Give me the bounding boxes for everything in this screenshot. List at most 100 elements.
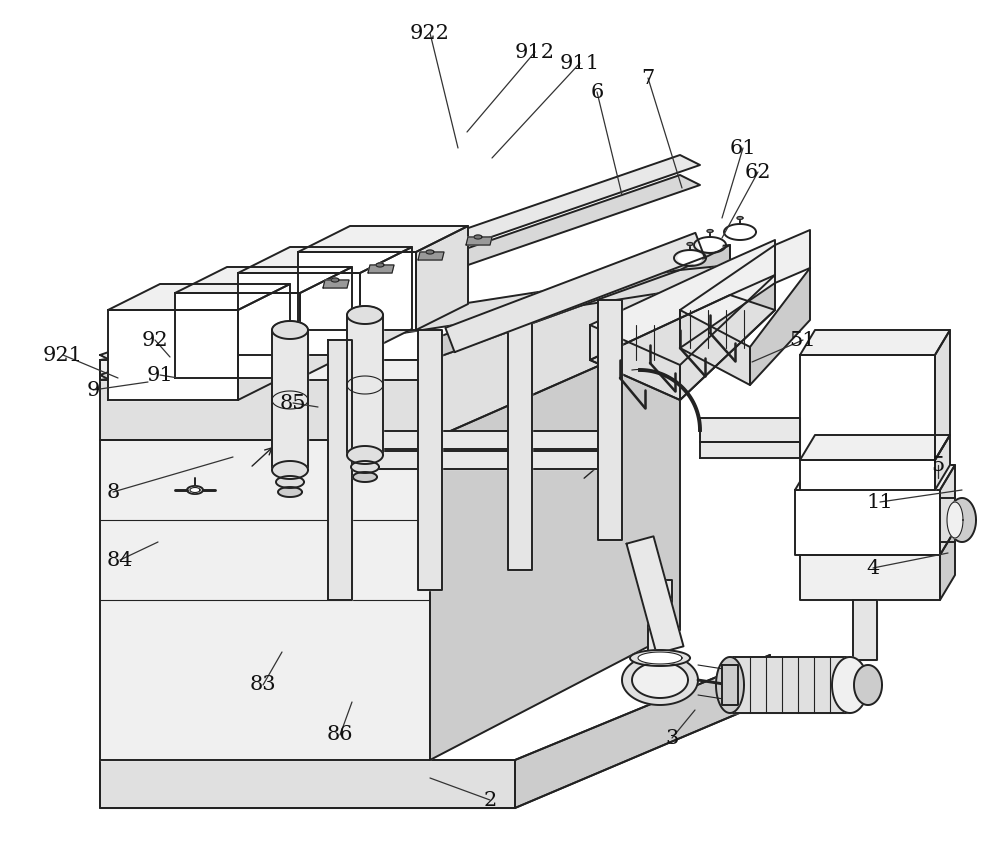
Polygon shape	[800, 355, 935, 460]
Polygon shape	[100, 360, 430, 380]
Polygon shape	[508, 315, 532, 570]
Text: 6: 6	[590, 83, 604, 102]
Polygon shape	[276, 476, 304, 488]
Polygon shape	[100, 175, 700, 385]
Text: 84: 84	[107, 551, 133, 569]
Polygon shape	[648, 580, 672, 658]
Polygon shape	[430, 245, 730, 360]
Text: 5: 5	[931, 456, 945, 475]
Polygon shape	[340, 451, 610, 469]
Polygon shape	[108, 284, 290, 310]
Polygon shape	[418, 330, 442, 590]
Polygon shape	[100, 155, 700, 365]
Polygon shape	[832, 657, 868, 713]
Polygon shape	[687, 242, 693, 246]
Polygon shape	[351, 461, 379, 473]
Text: 83: 83	[250, 675, 276, 695]
Text: 51: 51	[790, 331, 816, 349]
Polygon shape	[948, 498, 976, 542]
Polygon shape	[238, 284, 290, 400]
Polygon shape	[626, 536, 684, 653]
Polygon shape	[190, 488, 200, 493]
Text: 4: 4	[866, 558, 880, 578]
Polygon shape	[515, 655, 770, 808]
Text: 11: 11	[867, 493, 893, 511]
Polygon shape	[935, 435, 950, 490]
Text: 85: 85	[280, 393, 306, 413]
Polygon shape	[750, 268, 810, 385]
Polygon shape	[700, 418, 800, 442]
Polygon shape	[272, 321, 308, 339]
Polygon shape	[298, 252, 416, 330]
Polygon shape	[737, 216, 743, 220]
Polygon shape	[323, 280, 349, 288]
Polygon shape	[175, 293, 300, 378]
Polygon shape	[590, 240, 775, 360]
Text: 92: 92	[142, 331, 168, 349]
Polygon shape	[722, 665, 738, 705]
Polygon shape	[347, 306, 383, 324]
Polygon shape	[416, 226, 468, 330]
Polygon shape	[622, 655, 698, 705]
Polygon shape	[100, 440, 430, 760]
Polygon shape	[728, 226, 752, 238]
Text: 922: 922	[410, 24, 450, 42]
Polygon shape	[940, 530, 955, 600]
Polygon shape	[187, 486, 203, 494]
Polygon shape	[590, 295, 775, 400]
Polygon shape	[175, 267, 352, 293]
Polygon shape	[347, 315, 383, 455]
Polygon shape	[430, 330, 680, 760]
Polygon shape	[707, 230, 713, 232]
Polygon shape	[678, 252, 702, 264]
Polygon shape	[598, 300, 622, 540]
Polygon shape	[272, 461, 308, 479]
Polygon shape	[368, 265, 394, 273]
Polygon shape	[100, 245, 730, 380]
Polygon shape	[445, 233, 705, 352]
Polygon shape	[340, 431, 610, 449]
Polygon shape	[730, 657, 850, 713]
Polygon shape	[328, 340, 352, 600]
Text: 91: 91	[147, 365, 173, 385]
Polygon shape	[795, 465, 955, 490]
Text: 2: 2	[483, 791, 497, 809]
Polygon shape	[638, 652, 682, 664]
Polygon shape	[590, 325, 680, 400]
Text: 912: 912	[515, 42, 555, 61]
Polygon shape	[800, 330, 950, 355]
Polygon shape	[238, 273, 360, 355]
Polygon shape	[800, 460, 935, 490]
Text: 8: 8	[106, 482, 120, 502]
Text: 86: 86	[327, 726, 353, 744]
Polygon shape	[466, 237, 492, 245]
Polygon shape	[300, 267, 352, 378]
Text: 62: 62	[745, 163, 771, 182]
Polygon shape	[100, 760, 515, 808]
Polygon shape	[680, 275, 775, 400]
Polygon shape	[680, 230, 810, 348]
Polygon shape	[376, 263, 384, 267]
Polygon shape	[418, 252, 444, 260]
Polygon shape	[716, 657, 744, 713]
Polygon shape	[700, 442, 800, 458]
Polygon shape	[795, 490, 940, 555]
Polygon shape	[108, 310, 238, 400]
Polygon shape	[854, 665, 882, 705]
Text: 9: 9	[86, 381, 100, 399]
Polygon shape	[238, 247, 412, 273]
Polygon shape	[426, 250, 434, 254]
Polygon shape	[680, 310, 750, 385]
Polygon shape	[278, 487, 302, 497]
Polygon shape	[298, 226, 468, 252]
Text: 3: 3	[665, 728, 679, 748]
Text: 7: 7	[641, 68, 655, 88]
Polygon shape	[347, 446, 383, 464]
Polygon shape	[272, 330, 308, 470]
Polygon shape	[360, 247, 412, 355]
Polygon shape	[800, 555, 940, 600]
Polygon shape	[947, 502, 963, 538]
Polygon shape	[853, 600, 877, 660]
Polygon shape	[935, 330, 950, 460]
Polygon shape	[100, 270, 680, 440]
